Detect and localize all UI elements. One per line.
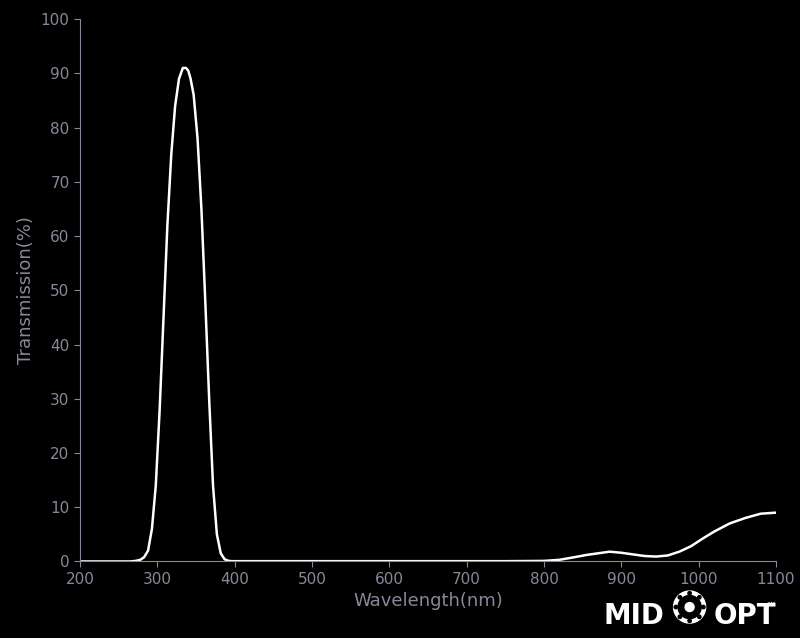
Text: ™: ™ bbox=[766, 602, 777, 612]
Y-axis label: Transmission(%): Transmission(%) bbox=[17, 216, 35, 364]
Circle shape bbox=[688, 619, 691, 623]
Text: OPT: OPT bbox=[714, 602, 776, 630]
Circle shape bbox=[674, 591, 706, 623]
Circle shape bbox=[698, 596, 701, 599]
Circle shape bbox=[678, 615, 682, 618]
Circle shape bbox=[688, 591, 691, 595]
Circle shape bbox=[702, 605, 705, 609]
Circle shape bbox=[678, 596, 682, 599]
Circle shape bbox=[698, 615, 701, 618]
Circle shape bbox=[685, 602, 694, 612]
Circle shape bbox=[678, 595, 701, 619]
X-axis label: Wavelength(nm): Wavelength(nm) bbox=[353, 593, 503, 611]
Text: MID: MID bbox=[604, 602, 665, 630]
Circle shape bbox=[674, 605, 678, 609]
